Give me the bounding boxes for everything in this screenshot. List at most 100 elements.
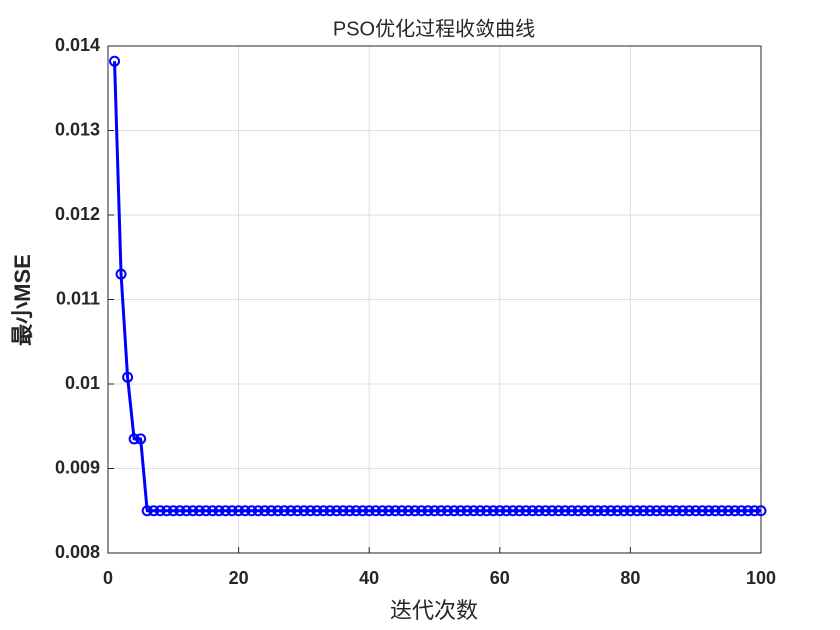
marker	[611, 505, 623, 517]
marker	[598, 505, 610, 517]
marker	[239, 505, 251, 517]
x-tick-label: 20	[229, 568, 249, 588]
line	[113, 61, 761, 513]
chart-title: PSO优化过程收敛曲线	[333, 17, 535, 40]
marker	[161, 505, 173, 517]
marker	[513, 505, 525, 517]
marker	[716, 505, 728, 517]
marker	[246, 505, 258, 517]
marker	[540, 505, 552, 517]
marker	[122, 371, 134, 383]
marker	[709, 505, 721, 517]
marker	[220, 505, 232, 517]
y-tick-label: 0.009	[55, 457, 100, 477]
marker	[135, 433, 147, 445]
y-tick-label: 0.01	[65, 373, 100, 393]
marker	[585, 505, 597, 517]
marker	[226, 505, 238, 517]
marker	[683, 505, 695, 517]
marker	[442, 505, 454, 517]
marker	[128, 433, 140, 445]
marker	[311, 505, 323, 517]
marker	[167, 505, 179, 517]
y-tick-label: 0.012	[55, 204, 100, 224]
marker	[154, 505, 166, 517]
marker	[317, 505, 329, 517]
marker	[344, 505, 356, 517]
x-tick-label: 0	[103, 568, 113, 588]
marker	[429, 505, 440, 517]
marker	[579, 505, 591, 517]
marker	[631, 505, 643, 517]
marker	[422, 505, 434, 517]
marker	[376, 505, 388, 517]
marker	[324, 505, 336, 517]
marker	[409, 505, 421, 517]
marker	[696, 505, 708, 517]
y-tick-label: 0.011	[56, 288, 100, 308]
marker	[559, 505, 571, 517]
marker	[644, 505, 656, 517]
marker	[618, 505, 630, 517]
marker	[448, 505, 460, 517]
marker	[474, 505, 486, 517]
marker	[363, 505, 375, 517]
marker	[703, 505, 715, 517]
marker	[252, 505, 264, 517]
marker	[494, 505, 506, 517]
marker	[174, 505, 186, 517]
marker	[742, 505, 754, 517]
marker	[481, 505, 493, 517]
marker	[533, 505, 545, 517]
marker	[304, 505, 316, 517]
marker	[507, 505, 519, 517]
marker	[350, 505, 362, 517]
marker	[657, 505, 669, 517]
marker	[624, 505, 636, 517]
marker	[389, 505, 401, 517]
marker	[572, 505, 584, 517]
marker	[396, 505, 408, 517]
marker	[651, 505, 663, 517]
marker	[272, 505, 284, 517]
marker	[526, 505, 538, 517]
marker	[148, 505, 160, 517]
marker	[331, 505, 343, 517]
marker	[298, 505, 310, 517]
marker	[722, 505, 734, 517]
marker	[553, 505, 565, 517]
x-tick-label: 80	[620, 568, 640, 588]
x-tick-label: 100	[746, 568, 776, 588]
marker	[670, 505, 682, 517]
marker	[200, 505, 212, 517]
marker	[520, 505, 532, 517]
x-tick-label: 60	[490, 568, 510, 588]
marker	[637, 505, 649, 517]
marker	[487, 505, 499, 517]
marker	[233, 505, 245, 517]
marker	[690, 505, 702, 517]
marker	[592, 505, 604, 517]
marker	[735, 505, 747, 517]
marker	[415, 505, 427, 517]
x-tick-label: 40	[359, 568, 379, 588]
y-tick-label: 0.008	[55, 542, 100, 562]
y-tick-label: 0.014	[55, 35, 100, 55]
marker	[383, 505, 395, 517]
y-tick-label: 0.013	[55, 119, 100, 139]
marker	[291, 505, 303, 517]
marker	[370, 505, 382, 517]
marker	[193, 505, 205, 517]
axes-box	[107, 45, 762, 554]
marker	[278, 505, 290, 517]
marker	[729, 505, 741, 517]
marker	[213, 505, 225, 517]
marker	[468, 505, 480, 517]
marker	[664, 505, 676, 517]
marker	[337, 505, 349, 517]
marker	[206, 505, 218, 517]
marker	[566, 505, 578, 517]
marker	[500, 505, 512, 517]
